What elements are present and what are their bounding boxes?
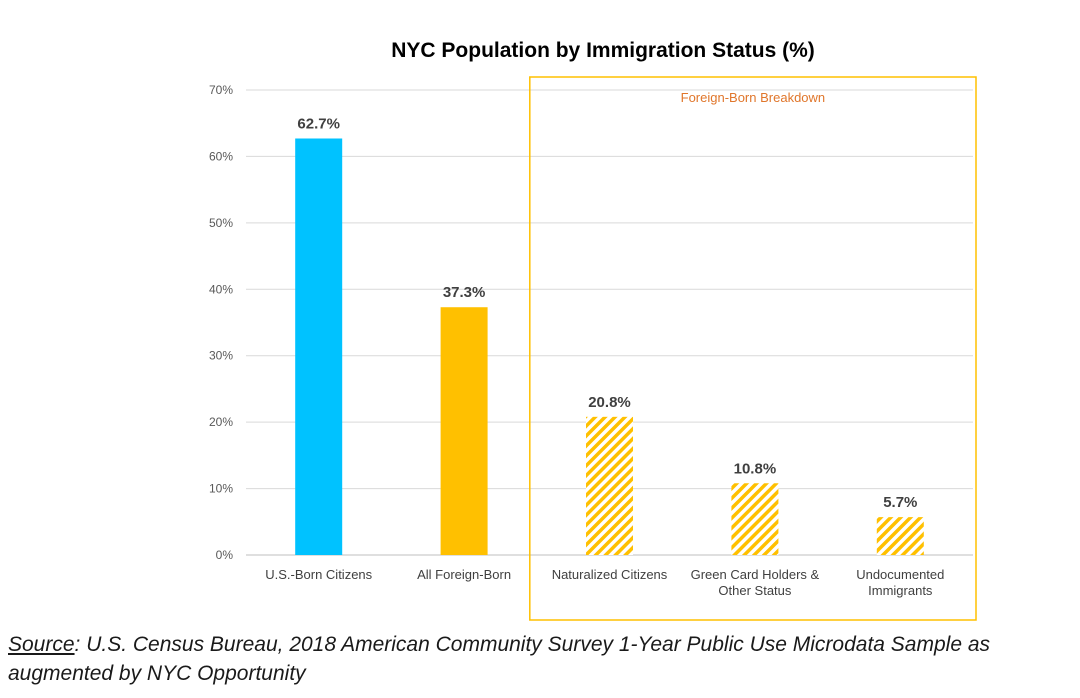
data-label: 5.7% xyxy=(883,494,917,511)
y-tick-label: 40% xyxy=(209,282,233,296)
source-note: Source: U.S. Census Bureau, 2018 America… xyxy=(8,630,1076,688)
bar xyxy=(295,138,343,555)
y-tick-label: 10% xyxy=(209,482,233,496)
x-tick-label: Other Status xyxy=(718,583,791,598)
data-label: 37.3% xyxy=(443,284,486,301)
annotation-box xyxy=(529,76,977,621)
source-text: : U.S. Census Bureau, 2018 American Comm… xyxy=(8,633,991,685)
y-tick-label: 50% xyxy=(209,216,233,230)
y-tick-label: 30% xyxy=(209,349,233,363)
x-tick-label: U.S.-Born Citizens xyxy=(265,567,372,582)
x-tick-label: Immigrants xyxy=(868,583,933,598)
y-tick-label: 0% xyxy=(216,548,234,562)
x-axis-labels: U.S.-Born Citizens All Foreign-Born Natura… xyxy=(265,567,944,598)
data-label: 10.8% xyxy=(734,460,777,477)
y-tick-label: 60% xyxy=(209,149,233,163)
bar xyxy=(876,517,924,555)
data-label: 20.8% xyxy=(588,394,631,411)
data-label: 62.7% xyxy=(297,115,340,132)
bar-chart: NYC Population by Immigration Status (%)… xyxy=(209,39,977,621)
y-axis-ticks: 0% 10% 20% 30% 40% 50% 60% 70% xyxy=(209,83,233,562)
bar xyxy=(586,416,633,555)
y-tick-label: 20% xyxy=(209,415,233,429)
bars xyxy=(295,138,924,555)
y-tick-label: 70% xyxy=(209,83,233,97)
bar xyxy=(731,483,779,555)
x-tick-label: All Foreign-Born xyxy=(417,567,511,582)
x-tick-label: Green Card Holders & xyxy=(691,567,820,582)
foreign-born-breakdown-annotation: Foreign-Born Breakdown xyxy=(529,76,977,621)
annotation-text: Foreign-Born Breakdown xyxy=(681,90,826,105)
bar xyxy=(440,307,488,555)
x-tick-label: Undocumented xyxy=(856,567,944,582)
value-labels: 62.7% 37.3% 20.8% 10.8% 5.7% xyxy=(297,115,917,511)
source-label: Source xyxy=(8,633,75,656)
chart-title: NYC Population by Immigration Status (%) xyxy=(391,39,815,62)
x-tick-label: Naturalized Citizens xyxy=(552,567,668,582)
